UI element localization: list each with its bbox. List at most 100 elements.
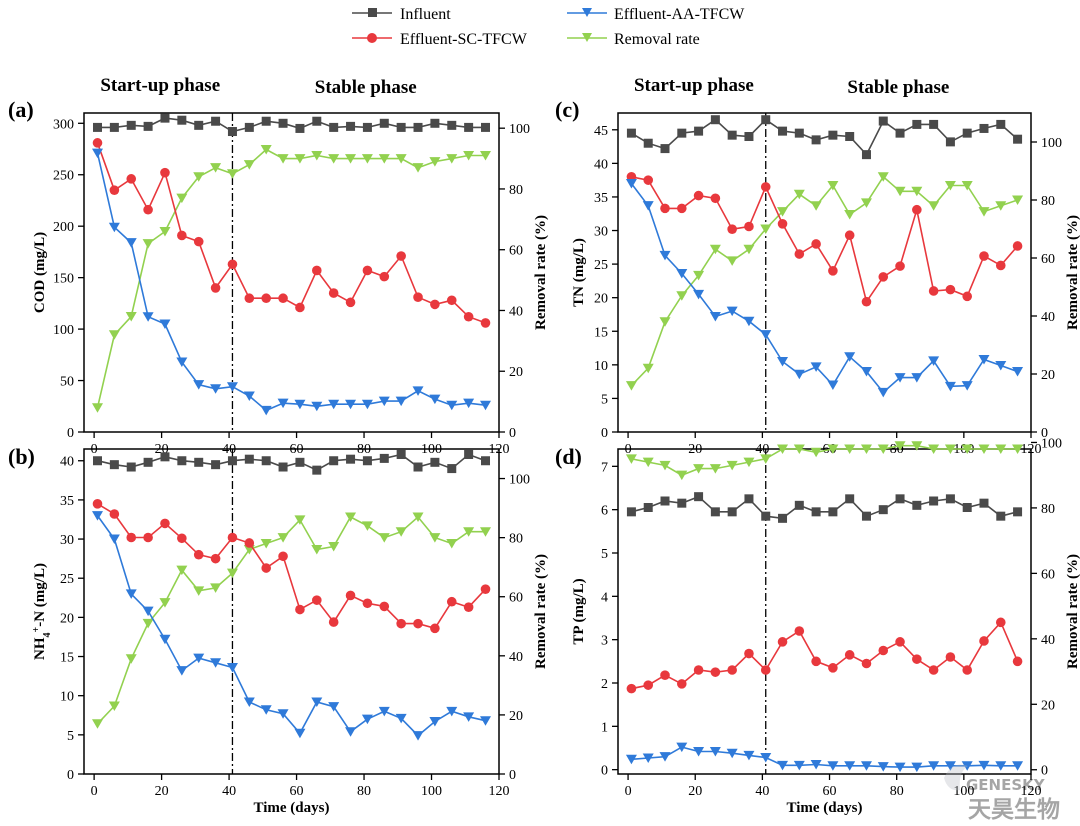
data-point <box>642 201 654 211</box>
plot-frame <box>83 448 500 775</box>
data-point <box>895 494 905 504</box>
data-point <box>894 441 906 451</box>
series-removal <box>91 512 492 729</box>
data-point <box>277 154 289 164</box>
data-point <box>261 456 271 466</box>
data-point <box>311 401 323 412</box>
data-point <box>1013 507 1023 517</box>
data-point <box>396 122 406 132</box>
y-right-tick-label: 40 <box>509 650 523 665</box>
data-point <box>944 181 956 191</box>
data-point <box>878 645 889 656</box>
data-point <box>176 357 188 368</box>
data-point <box>295 604 305 615</box>
data-point <box>811 507 821 517</box>
data-point <box>278 551 288 562</box>
data-point <box>160 452 170 462</box>
data-point <box>243 697 255 707</box>
data-point <box>210 384 222 394</box>
x-tick-label: 60 <box>290 784 304 799</box>
watermark-brand-cn: 天昊生物 <box>968 796 1060 823</box>
data-point <box>395 154 407 164</box>
y-tick-label: 40 <box>60 455 74 470</box>
data-point <box>760 330 772 340</box>
data-point <box>726 306 738 317</box>
data-point <box>625 454 637 464</box>
data-point <box>861 296 872 307</box>
y-right-tick-label: 100 <box>1041 436 1062 451</box>
y-right-tick-label: 40 <box>509 304 523 319</box>
data-point <box>625 754 637 765</box>
data-point <box>362 598 373 609</box>
data-point <box>760 182 771 192</box>
data-point <box>726 460 738 471</box>
data-point <box>345 297 356 308</box>
y-right-tick-label: 0 <box>509 426 516 441</box>
data-point <box>744 494 754 504</box>
panel-c: 0 20 40 60 80 100 1200510152025303540450204060… <box>555 75 1080 457</box>
data-point <box>160 518 170 529</box>
data-point <box>794 500 804 510</box>
series-line-removal <box>96 148 486 408</box>
data-point <box>979 123 989 133</box>
data-point <box>626 683 637 694</box>
data-point <box>811 656 821 667</box>
data-point <box>659 752 671 762</box>
y-right-tick-label: 0 <box>1041 426 1048 441</box>
data-point <box>877 444 889 454</box>
data-point <box>962 665 973 675</box>
data-point <box>328 154 340 164</box>
data-point <box>277 709 289 719</box>
stable-phase-label: Stable phase <box>847 77 949 98</box>
plot-frame <box>617 448 1032 775</box>
data-point <box>860 198 872 208</box>
series-removal <box>625 172 1024 391</box>
data-point <box>912 654 922 664</box>
data-point <box>312 116 322 126</box>
y-right-tick-label: 80 <box>509 532 523 547</box>
data-point <box>727 224 737 234</box>
data-point <box>91 148 103 159</box>
y-right-axis-label: Removal rate (%) <box>533 215 549 330</box>
data-point <box>176 193 188 204</box>
data-point <box>944 761 956 771</box>
series-line-effluent-aa <box>631 746 1018 768</box>
data-point <box>693 665 704 675</box>
y-tick-label: 6 <box>601 504 608 519</box>
data-point <box>860 761 872 771</box>
data-point <box>329 456 339 466</box>
data-point <box>244 538 255 548</box>
data-point <box>446 295 457 306</box>
data-point <box>878 272 889 282</box>
y-tick-label: 200 <box>53 220 74 235</box>
data-point <box>362 265 373 276</box>
data-point <box>677 128 687 138</box>
data-point <box>126 532 137 543</box>
y-tick-label: 0 <box>601 426 608 441</box>
data-point <box>894 186 906 197</box>
data-point <box>261 293 271 304</box>
y-right-tick-label: 60 <box>509 244 523 259</box>
data-point <box>395 396 407 407</box>
data-point <box>860 444 872 454</box>
data-point <box>911 762 923 773</box>
data-point <box>446 400 458 411</box>
data-point <box>929 496 939 506</box>
series-line-effluent-aa <box>630 183 1018 394</box>
data-point <box>346 454 356 464</box>
data-point <box>810 362 822 372</box>
data-point <box>912 119 922 129</box>
data-point <box>626 128 636 138</box>
data-point <box>311 151 323 161</box>
y-right-tick-label: 0 <box>509 768 516 783</box>
data-point <box>125 312 137 322</box>
y-right-tick-label: 60 <box>509 591 523 606</box>
data-point <box>743 316 755 327</box>
data-point <box>861 658 872 669</box>
data-point <box>626 507 636 517</box>
data-point <box>464 122 474 132</box>
data-point <box>743 457 755 468</box>
data-point <box>676 291 688 301</box>
data-point <box>978 760 990 771</box>
data-point <box>794 626 805 636</box>
